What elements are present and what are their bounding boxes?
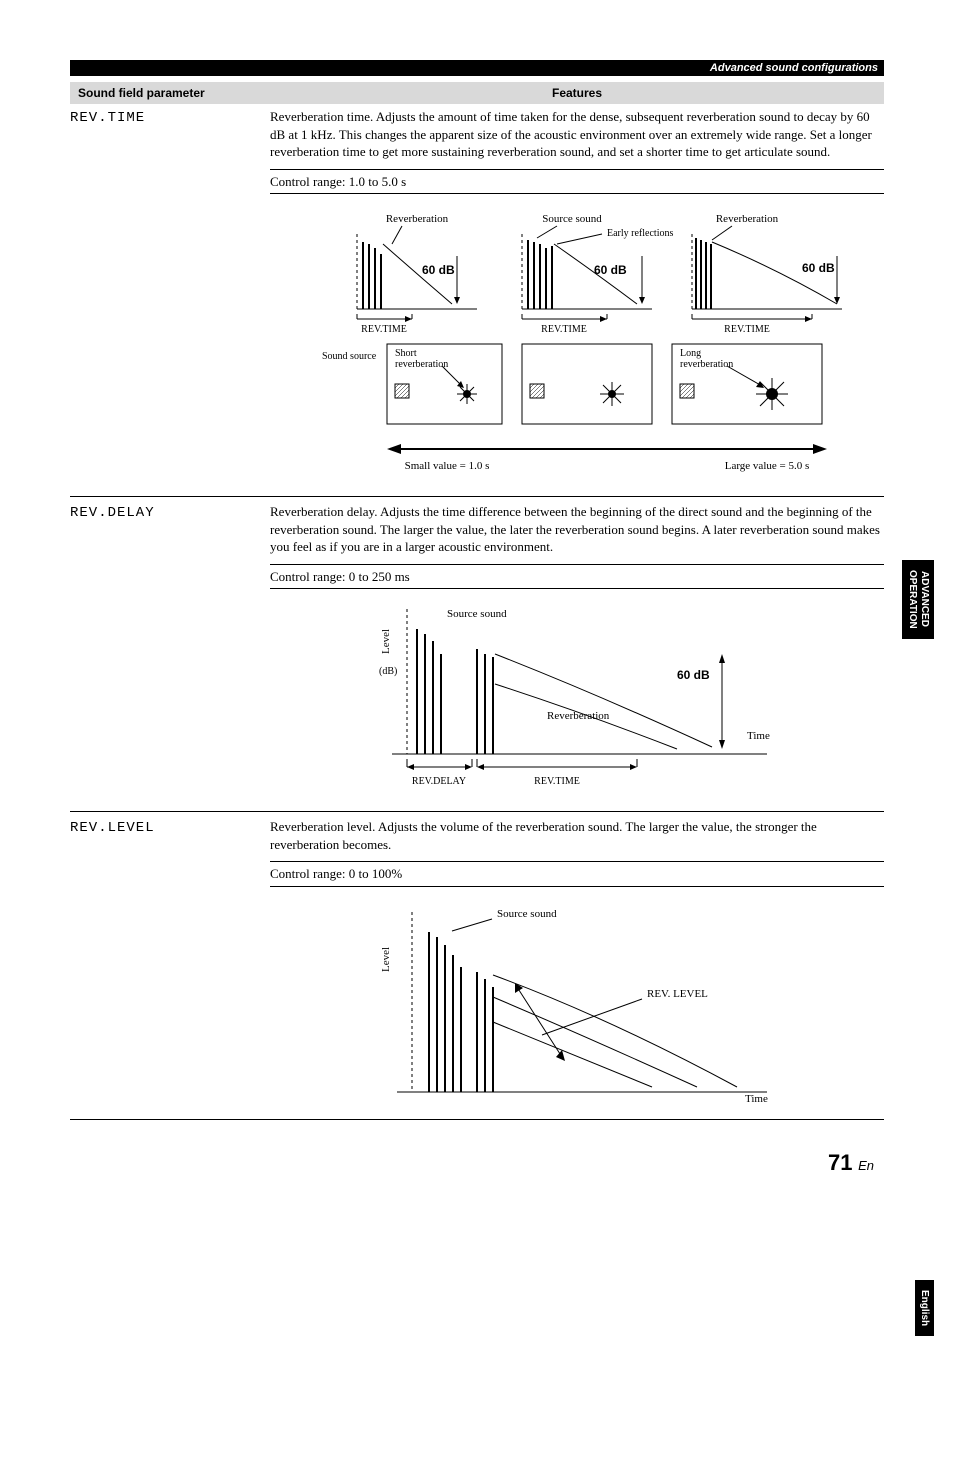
label-revlevel-l: REV. LEVEL [647,988,708,1000]
label-60db-2: 60 dB [594,263,627,277]
label-large-val: Large value = 5.0 s [725,460,810,472]
desc-revtime: Reverberation time. Adjusts the amount o… [270,108,884,161]
param-name-revdelay: REV.DELAY [70,503,270,799]
range-revtime: Control range: 1.0 to 5.0 s [270,169,884,195]
label-60db-3: 60 dB [802,261,835,275]
label-60db: 60 dB [422,263,455,277]
table-header: Sound field parameter Features [70,82,884,104]
page-number: 71 En [70,1150,884,1176]
label-time-l: Time [745,1093,768,1105]
label-source-sound: Source sound [542,213,602,225]
label-level: Level [380,629,392,654]
range-revlevel: Control range: 0 to 100% [270,861,884,887]
section-header-bar: Advanced sound configurations [70,60,884,76]
label-level-l: Level [380,947,392,972]
label-small-val: Small value = 1.0 s [405,460,490,472]
label-short-rev: Shortreverberation [395,348,448,370]
label-db: (dB) [379,666,397,677]
side-tab-advanced: ADVANCEDOPERATION [902,560,934,639]
label-60db-d: 60 dB [677,668,710,682]
diagram-revtime: Reverberation 60 dB [270,204,884,484]
label-revtime-1: REV.TIME [361,324,407,335]
diagram-revdelay: Level (dB) Source sound [270,599,884,799]
param-name-revlevel: REV.LEVEL [70,818,270,1107]
diagram-revlevel: Level Source sound [270,897,884,1107]
label-long-rev: Longreverberation [680,348,733,370]
label-revtime-b: REV.TIME [534,776,580,787]
label-reverb: Reverberation [547,710,610,722]
section-revdelay: REV.DELAY Reverberation delay. Adjusts t… [70,503,884,812]
label-revtime-2: REV.TIME [541,324,587,335]
label-src-l: Source sound [497,908,557,920]
desc-revdelay: Reverberation delay. Adjusts the time di… [270,503,884,556]
desc-revlevel: Reverberation level. Adjusts the volume … [270,818,884,853]
page-num-val: 71 [828,1150,852,1175]
section-revtime: REV.TIME Reverberation time. Adjusts the… [70,108,884,497]
range-revdelay: Control range: 0 to 250 ms [270,564,884,590]
label-early-ref: Early reflections [607,228,673,239]
label-time: Time [747,730,770,742]
label-sound-source: Sound source [322,351,377,362]
param-name-revtime: REV.TIME [70,108,270,484]
col-header-features: Features [270,82,884,104]
label-revtime-3: REV.TIME [724,324,770,335]
label-src-snd: Source sound [447,608,507,620]
label-reverb-3: Reverberation [716,213,779,225]
side-tab-english: English [915,1280,934,1336]
col-header-param: Sound field parameter [70,82,270,104]
page-num-suffix: En [858,1158,874,1173]
label-revdelay-b: REV.DELAY [412,776,466,787]
section-revlevel: REV.LEVEL Reverberation level. Adjusts t… [70,818,884,1120]
label-reverberation: Reverberation [386,213,449,225]
